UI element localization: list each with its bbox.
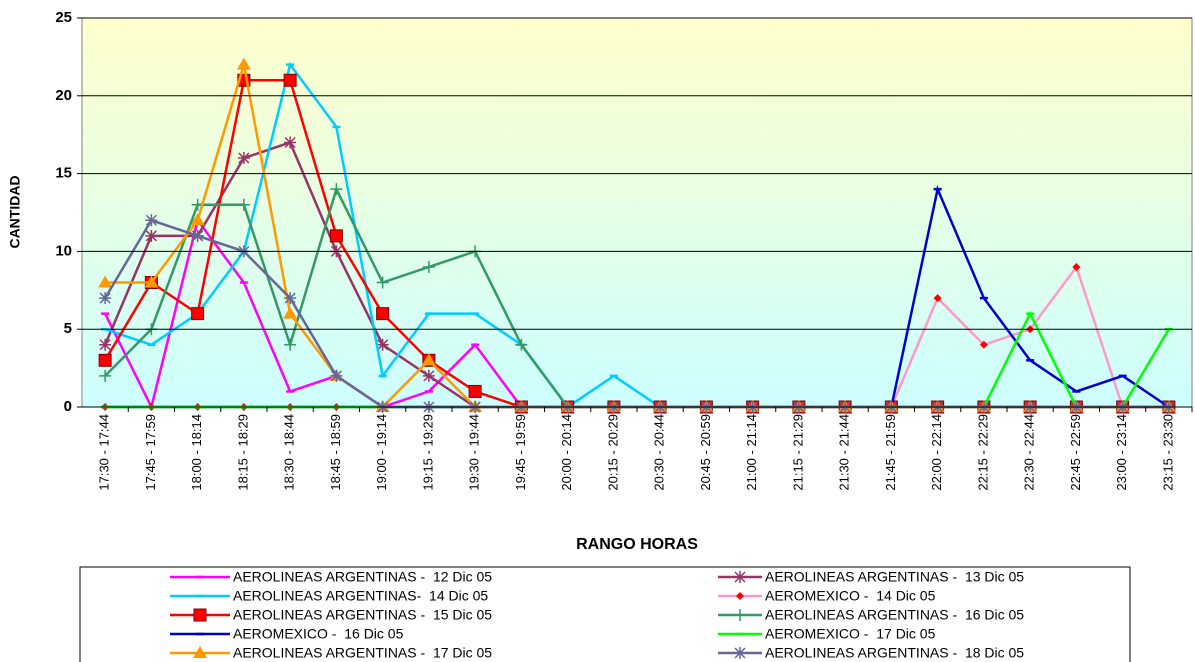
marker: [99, 369, 112, 382]
x-tick-label: 22:30 - 22:44: [1022, 414, 1037, 491]
y-tick-label: 10: [55, 242, 72, 259]
marker: [99, 292, 112, 305]
marker: [515, 338, 528, 351]
marker: [191, 307, 205, 321]
x-tick-label: 20:30 - 20:44: [652, 414, 667, 491]
x-tick-label: 18:45 - 18:59: [328, 414, 343, 491]
plot-area: [81, 17, 1193, 408]
x-tick-label: 20:15 - 20:29: [605, 414, 620, 491]
x-tick-label: 23:00 - 23:14: [1114, 414, 1129, 491]
legend-label: AEROLINEAS ARGENTINAS - 12 Dic 05: [233, 569, 492, 585]
y-tick-label: 0: [64, 398, 72, 415]
legend-label: AEROMEXICO - 17 Dic 05: [765, 626, 936, 642]
legend-label: AEROLINEAS ARGENTINAS- 14 Dic 05: [233, 588, 488, 604]
x-tick-label: 18:00 - 18:14: [189, 414, 204, 491]
y-tick-label: 25: [55, 9, 72, 26]
marker: [191, 229, 204, 242]
marker: [933, 294, 942, 303]
legend-label: AEROLINEAS ARGENTINAS - 17 Dic 05: [233, 645, 492, 661]
x-tick-label: 20:00 - 20:14: [559, 414, 574, 491]
x-tick-label: 18:30 - 18:44: [282, 414, 297, 491]
x-tick-label: 22:00 - 22:14: [929, 414, 944, 491]
y-tick-label: 5: [64, 320, 72, 337]
marker: [376, 307, 390, 321]
y-tick-label: 15: [55, 165, 72, 182]
legend-label: AEROLINEAS ARGENTINAS - 18 Dic 05: [765, 645, 1024, 661]
x-tick-label: 19:00 - 19:14: [374, 414, 389, 491]
x-tick-label: 21:45 - 21:59: [883, 414, 898, 491]
marker: [193, 608, 207, 622]
marker: [734, 647, 746, 659]
marker: [421, 353, 436, 366]
marker: [1072, 262, 1081, 271]
marker: [190, 213, 205, 226]
marker: [422, 260, 435, 273]
marker: [99, 338, 112, 351]
marker: [330, 183, 343, 196]
x-tick-label: 21:15 - 21:29: [790, 414, 805, 491]
x-axis-label: RANGO HORAS: [576, 536, 698, 553]
x-tick-label: 17:45 - 17:59: [143, 414, 158, 491]
marker: [734, 609, 746, 621]
marker: [376, 276, 389, 289]
legend-label: AEROLINEAS ARGENTINAS - 16 Dic 05: [765, 607, 1024, 623]
y-axis-label: CANTIDAD: [7, 175, 23, 248]
x-tick-label: 18:15 - 18:29: [235, 414, 250, 491]
marker: [193, 646, 207, 658]
legend-label: AEROMEXICO - 14 Dic 05: [765, 588, 936, 604]
marker: [98, 353, 112, 367]
legend-label: AEROLINEAS ARGENTINAS - 13 Dic 05: [765, 569, 1024, 585]
marker: [468, 384, 482, 398]
marker: [284, 136, 297, 149]
marker: [736, 592, 744, 600]
x-tick-label: 19:15 - 19:29: [420, 414, 435, 491]
marker: [145, 214, 158, 227]
marker: [979, 340, 988, 349]
marker: [283, 73, 297, 87]
x-tick-label: 17:30 - 17:44: [97, 414, 112, 491]
marker: [284, 292, 297, 305]
marker: [145, 229, 158, 242]
marker: [144, 275, 159, 288]
legend: [79, 566, 1131, 662]
x-tick-label: 22:15 - 22:29: [975, 414, 990, 491]
x-tick-label: 19:30 - 19:44: [467, 414, 482, 491]
x-tick-label: 22:45 - 22:59: [1068, 414, 1083, 491]
legend-label: AEROLINEAS ARGENTINAS - 15 Dic 05: [233, 607, 492, 623]
marker: [236, 57, 251, 70]
marker: [422, 369, 435, 382]
x-tick-label: 19:45 - 19:59: [513, 414, 528, 491]
marker: [330, 369, 343, 382]
x-tick-label: 23:15 - 23:30: [1160, 414, 1175, 491]
x-tick-label: 21:00 - 21:14: [744, 414, 759, 491]
marker: [283, 306, 298, 319]
y-tick-label: 20: [55, 87, 72, 104]
marker: [329, 229, 343, 243]
marker: [376, 338, 389, 351]
marker: [98, 275, 113, 288]
x-tick-label: 20:45 - 20:59: [698, 414, 713, 491]
legend-label: AEROMEXICO - 16 Dic 05: [233, 626, 404, 642]
marker: [237, 198, 250, 211]
x-tick-label: 21:30 - 21:44: [837, 414, 852, 491]
marker: [734, 571, 746, 583]
marker: [284, 338, 297, 351]
marker: [237, 152, 250, 165]
